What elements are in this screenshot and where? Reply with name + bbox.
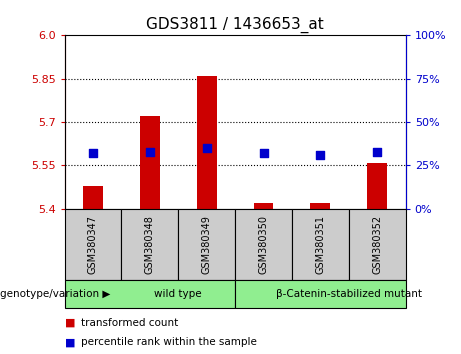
- Bar: [140, 116, 160, 209]
- Bar: [235, 209, 292, 280]
- Text: wild type: wild type: [154, 289, 202, 299]
- Text: GSM380352: GSM380352: [372, 215, 382, 274]
- Bar: [254, 203, 273, 209]
- Bar: [367, 162, 387, 209]
- Text: GSM380347: GSM380347: [88, 215, 98, 274]
- Bar: [349, 209, 406, 280]
- Text: transformed count: transformed count: [81, 318, 178, 328]
- Point: [89, 150, 97, 156]
- Bar: [292, 209, 349, 280]
- Text: GSM380350: GSM380350: [259, 215, 269, 274]
- Bar: [65, 209, 121, 280]
- Bar: [65, 280, 235, 308]
- Text: genotype/variation ▶: genotype/variation ▶: [0, 289, 110, 299]
- Point: [203, 145, 210, 151]
- Text: GSM380348: GSM380348: [145, 215, 155, 274]
- Point: [146, 149, 154, 154]
- Text: percentile rank within the sample: percentile rank within the sample: [81, 337, 257, 348]
- Title: GDS3811 / 1436653_at: GDS3811 / 1436653_at: [146, 16, 324, 33]
- Text: ■: ■: [65, 337, 75, 348]
- Point: [373, 149, 381, 154]
- Bar: [310, 203, 331, 209]
- Text: β-Catenin-stabilized mutant: β-Catenin-stabilized mutant: [276, 289, 422, 299]
- Text: ■: ■: [65, 318, 75, 328]
- Bar: [235, 280, 406, 308]
- Text: GSM380349: GSM380349: [201, 215, 212, 274]
- Text: GSM380351: GSM380351: [315, 215, 325, 274]
- Point: [260, 150, 267, 156]
- Point: [317, 152, 324, 158]
- Bar: [83, 186, 103, 209]
- Bar: [197, 76, 217, 209]
- Bar: [121, 209, 178, 280]
- Bar: [178, 209, 235, 280]
